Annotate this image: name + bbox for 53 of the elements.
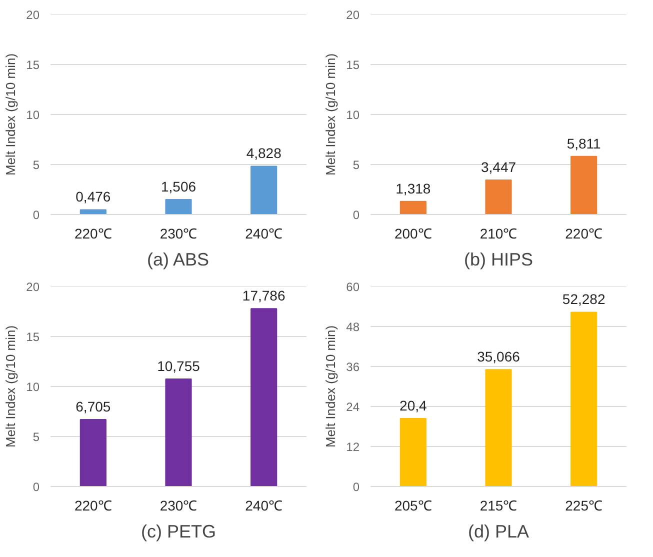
y-tick-label: 15 (346, 58, 360, 72)
y-tick-label: 12 (346, 440, 360, 454)
y-tick-label: 0 (32, 480, 40, 494)
x-axis-title: (d) PLA (468, 522, 530, 542)
y-tick-label: 20 (346, 8, 360, 22)
x-tick-label: 225℃ (565, 498, 603, 514)
data-label: 1,506 (160, 178, 196, 194)
data-label: 52,282 (562, 291, 606, 308)
y-tick-label: 20 (26, 8, 40, 22)
y-axis-title: Melt Index (g/10 min) (3, 53, 18, 176)
y-tick-label: 10 (26, 380, 40, 394)
y-tick-label: 60 (346, 280, 360, 294)
y-tick-label: 48 (346, 320, 360, 334)
data-label: 17,786 (242, 288, 286, 304)
x-tick-label: 240℃ (245, 226, 283, 242)
x-tick-label: 220℃ (74, 498, 112, 514)
data-label: 1,318 (396, 180, 431, 196)
data-label: 3,447 (480, 159, 516, 176)
y-tick-label: 0 (352, 480, 360, 494)
x-tick-label: 210℃ (480, 226, 518, 242)
y-tick-label: 10 (26, 108, 40, 122)
y-tick-label: 10 (346, 108, 360, 122)
y-tick-label: 24 (346, 400, 360, 414)
x-axis-title: (b) HIPS (464, 250, 534, 270)
y-tick-label: 36 (346, 360, 360, 374)
y-tick-label: 0 (32, 208, 40, 222)
y-axis-title: Melt Index (g/10 min) (3, 325, 18, 448)
data-label: 0,476 (76, 188, 111, 205)
y-tick-label: 20 (26, 280, 40, 294)
data-label: 4,828 (246, 145, 282, 162)
x-tick-label: 200℃ (394, 226, 432, 242)
y-tick-label: 5 (352, 158, 360, 172)
y-tick-label: 15 (26, 330, 40, 344)
y-axis-title: Melt Index (g/10 min) (323, 325, 338, 448)
data-label: 6,705 (76, 398, 111, 414)
x-tick-label: 230℃ (160, 226, 198, 242)
x-axis-title: (a) ABS (146, 250, 210, 270)
x-tick-label: 205℃ (394, 498, 432, 514)
data-label: 10,755 (157, 358, 200, 374)
y-tick-label: 0 (352, 208, 360, 222)
y-axis-title: Melt Index (g/10 min) (323, 53, 338, 176)
x-axis-title: (c) PETG (141, 522, 216, 542)
x-tick-label: 220℃ (565, 226, 603, 242)
x-tick-label: 230℃ (160, 498, 198, 514)
data-label: 5,811 (566, 135, 602, 152)
y-tick-label: 5 (32, 158, 40, 172)
y-tick-label: 15 (26, 58, 40, 72)
x-tick-label: 220℃ (74, 226, 112, 242)
data-label: 20,4 (400, 398, 428, 414)
y-tick-label: 5 (32, 430, 40, 444)
x-tick-label: 215℃ (480, 498, 518, 514)
x-tick-label: 240℃ (245, 498, 283, 514)
data-label: 35,066 (477, 348, 520, 365)
